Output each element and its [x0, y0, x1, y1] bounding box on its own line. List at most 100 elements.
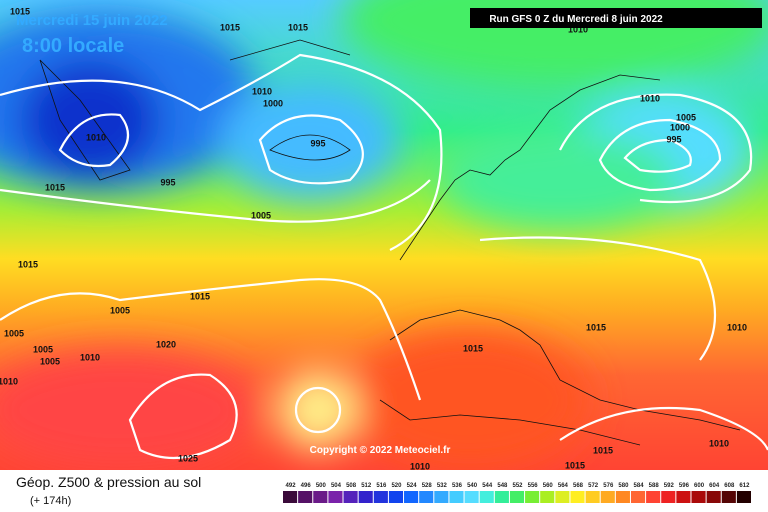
- isobar-label: 1005: [251, 210, 271, 220]
- isobar-label: 1005: [110, 305, 130, 315]
- scale-label: 556: [528, 483, 539, 489]
- isobar-label: 1010: [86, 132, 106, 142]
- scale-swatch: [298, 491, 313, 503]
- isobar-label: 1015: [190, 291, 210, 301]
- scale-label: 528: [422, 483, 433, 489]
- scale-swatch: [706, 491, 721, 503]
- isobar-label: 1015: [288, 22, 308, 32]
- scale-label: 584: [634, 483, 645, 489]
- scale-label: 560: [543, 483, 554, 489]
- isobar-label: 995: [666, 134, 681, 144]
- isobar-label: 995: [310, 138, 325, 148]
- scale-label: 552: [512, 483, 523, 489]
- isobar-label: 1010: [568, 24, 588, 34]
- scale-swatch: [419, 491, 434, 503]
- scale-swatch: [404, 491, 419, 503]
- forecast-date: Mercredi 15 juin 2022: [16, 12, 168, 29]
- scale-swatch: [434, 491, 449, 503]
- map-background: [0, 0, 768, 470]
- scale-swatch: [464, 491, 479, 503]
- scale-swatch: [661, 491, 676, 503]
- isobar-label: 1015: [220, 22, 240, 32]
- scale-label: 512: [361, 483, 372, 489]
- scale-swatch: [646, 491, 661, 503]
- scale-label: 492: [286, 483, 297, 489]
- coastlines: [39, 39, 741, 446]
- isobar-label: 1025: [178, 453, 198, 463]
- isobar-label: 1005: [33, 344, 53, 354]
- scale-swatch: [600, 491, 615, 503]
- isobar-label: 1015: [18, 259, 38, 269]
- isobars: [0, 53, 768, 460]
- isobar-label: 1010: [709, 438, 729, 448]
- isobar-label: 1015: [565, 460, 585, 470]
- color-scale: 492 496 500 504 508 512 516 520 524 528 532 536 540 5…: [283, 483, 751, 503]
- isobar-label: 1010: [0, 376, 18, 386]
- scale-swatch: [494, 491, 509, 503]
- run-info: Run GFS 0 Z du Mercredi 8 juin 2022: [489, 14, 663, 25]
- forecast-time: 8:00 locale: [22, 35, 124, 57]
- isobar-label: 1010: [727, 322, 747, 332]
- scale-label: 504: [331, 483, 342, 489]
- isobar-label: 995: [160, 177, 175, 187]
- copyright: Copyright © 2022 Meteociel.fr: [310, 445, 451, 456]
- isobar-label: 1010: [252, 86, 272, 96]
- scale-label: 544: [482, 483, 493, 489]
- scale-label: 516: [376, 483, 387, 489]
- scale-label: 588: [649, 483, 660, 489]
- scale-swatch: [525, 491, 540, 503]
- isobar-label: 1010: [410, 461, 430, 471]
- isobar-label: 1015: [586, 322, 606, 332]
- scale-swatch: [388, 491, 404, 503]
- scale-swatch: [358, 491, 373, 503]
- scale-swatch: [691, 491, 706, 503]
- scale-swatch: [540, 491, 555, 503]
- scale-label: 600: [694, 483, 705, 489]
- scale-label: 532: [437, 483, 448, 489]
- scale-label: 520: [391, 483, 402, 489]
- scale-swatch: [449, 491, 464, 503]
- legend-title: Géop. Z500 & pression au sol: [16, 474, 201, 490]
- scale-swatch: [373, 491, 388, 503]
- isobar-label: 1015: [593, 445, 613, 455]
- scale-swatch: [570, 491, 585, 503]
- scale-label: 536: [452, 483, 463, 489]
- scale-swatch: [328, 491, 343, 503]
- scale-label: 548: [497, 483, 508, 489]
- isobar-label: 1010: [640, 93, 660, 103]
- scale-label: 612: [739, 483, 750, 489]
- isobar-label: 1005: [4, 328, 24, 338]
- scale-label: 608: [724, 483, 735, 489]
- scale-label: 540: [467, 483, 478, 489]
- scale-swatch: [313, 491, 328, 503]
- scale-swatch: [343, 491, 358, 503]
- scale-label: 576: [603, 483, 614, 489]
- scale-swatch: [479, 491, 494, 503]
- scale-label: 496: [301, 483, 312, 489]
- scale-label: 564: [558, 483, 569, 489]
- scale-swatch: [585, 491, 600, 503]
- scale-swatch: [721, 491, 736, 503]
- scale-label: 572: [588, 483, 599, 489]
- isobar-label: 1020: [156, 339, 176, 349]
- scale-swatch: [555, 491, 570, 503]
- scale-label: 508: [346, 483, 357, 489]
- isobar-label: 1015: [463, 343, 483, 353]
- isobar-label: 1015: [10, 6, 30, 16]
- isobar-label: 1005: [40, 356, 60, 366]
- scale-swatch: [283, 491, 298, 503]
- scale-swatch: [676, 491, 691, 503]
- scale-label: 568: [573, 483, 584, 489]
- scale-swatch: [630, 491, 646, 503]
- scale-label: 604: [709, 483, 720, 489]
- isobar-labels: 1015 1015 1015 1010 1010 1000 1010 995 995 1015 10…: [0, 6, 747, 471]
- scale-swatch: [615, 491, 630, 503]
- isobar-label: 1010: [80, 352, 100, 362]
- scale-label: 580: [618, 483, 629, 489]
- run-box: [470, 8, 762, 28]
- isobar-label: 1000: [263, 98, 283, 108]
- scale-label: 592: [664, 483, 675, 489]
- scale-swatch: [736, 491, 751, 503]
- isobar-label: 1000: [670, 122, 690, 132]
